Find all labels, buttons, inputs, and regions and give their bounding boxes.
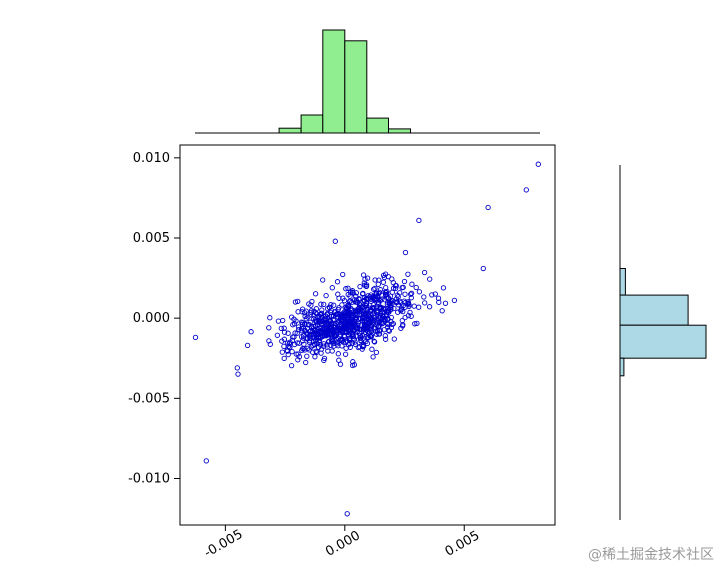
svg-text:0.010: 0.010 [133,151,170,166]
svg-text:0.005: 0.005 [133,231,170,246]
svg-text:-0.005: -0.005 [128,391,170,406]
svg-text:-0.010: -0.010 [128,472,170,487]
svg-text:0.000: 0.000 [133,311,170,326]
watermark-text: @稀土掘金技术社区 [588,547,714,563]
